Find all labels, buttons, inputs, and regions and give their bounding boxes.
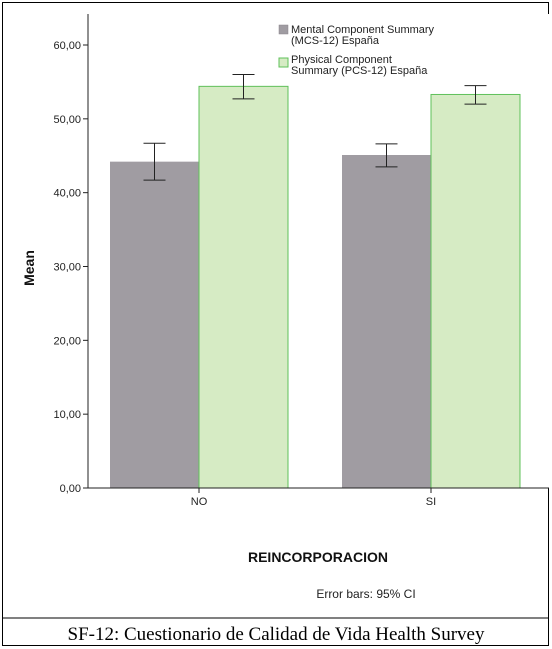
legend-swatch-pcs <box>278 57 289 68</box>
y-tick-label: 40,00 <box>53 188 81 200</box>
bar-pcs-no <box>198 85 289 489</box>
y-ticks-layer: 0,00 10,00 20,00 30,00 40,00 50,00 60,00 <box>53 40 88 495</box>
error-bar-mcs-si <box>375 143 398 168</box>
y-tick-label: 0,00 <box>60 483 81 495</box>
legend-label-pcs-line2: Summary (PCS-12) España <box>291 65 428 77</box>
bar-pcs-si <box>430 93 521 489</box>
error-bars-note: Error bars: 95% CI <box>316 587 415 601</box>
figure-caption: SF-12: Cuestionario de Calidad de Vida H… <box>68 624 485 645</box>
legend-label-pcs-line1: Physical Component <box>291 54 392 66</box>
legend-swatch-mcs <box>278 24 289 35</box>
legend-label-mcs-line2: (MCS-12) España <box>291 35 380 47</box>
error-bar-mcs-no <box>143 142 166 181</box>
y-tick-label: 60,00 <box>53 40 81 52</box>
x-ticks-layer: NO SI <box>191 488 436 508</box>
bar-mcs-si <box>342 155 431 489</box>
y-axis-title: Mean <box>21 250 37 286</box>
legend: Mental Component Summary (MCS-12) España… <box>278 24 435 77</box>
x-tick-label-no: NO <box>191 496 208 508</box>
y-tick-label: 50,00 <box>53 114 81 126</box>
y-tick-label: 20,00 <box>53 335 81 347</box>
error-bar-pcs-si <box>464 85 487 105</box>
axes-layer <box>87 14 549 489</box>
bars-layer <box>110 85 521 489</box>
error-bar-pcs-no <box>232 74 255 100</box>
x-tick-label-si: SI <box>426 496 436 508</box>
y-tick-label: 30,00 <box>53 262 81 274</box>
legend-label-mcs-line1: Mental Component Summary <box>291 24 435 36</box>
error-bars-layer <box>143 74 487 181</box>
x-axis-title: REINCORPORACION <box>248 549 388 565</box>
y-tick-label: 10,00 <box>53 409 81 421</box>
bar-mcs-no <box>110 161 199 488</box>
